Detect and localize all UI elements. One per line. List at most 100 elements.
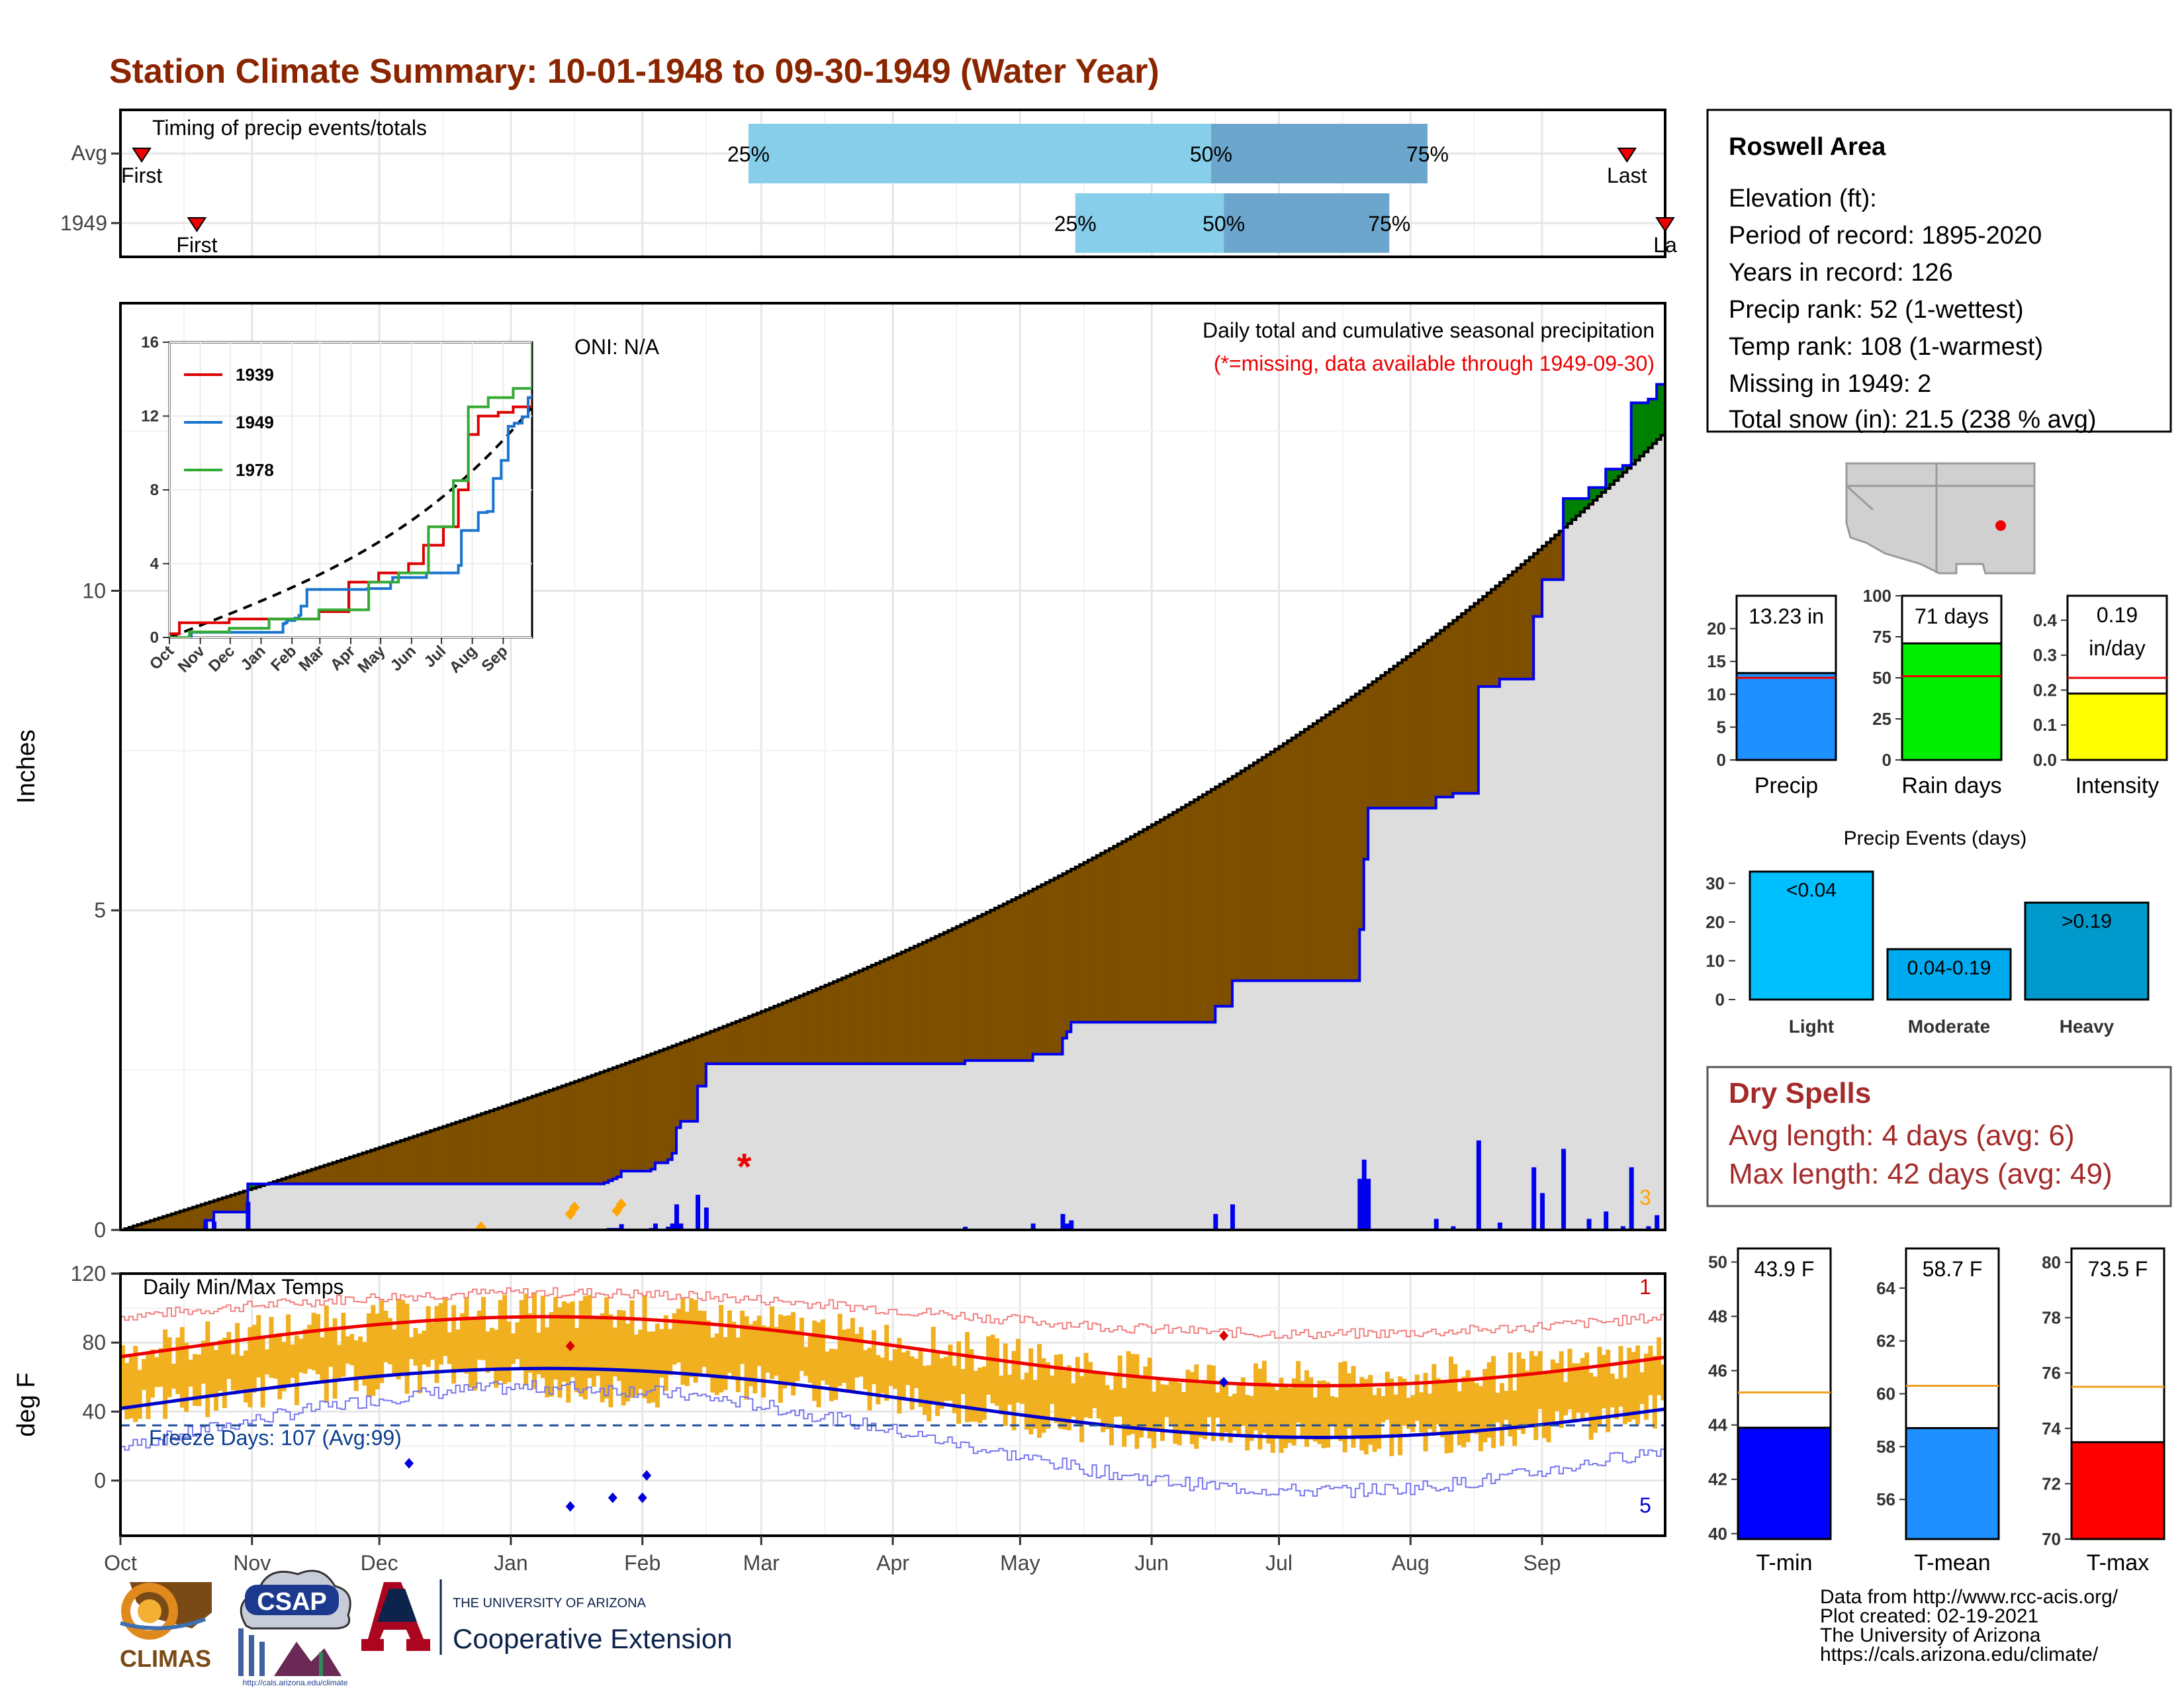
events-bar-heavy <box>2024 902 2150 1001</box>
precip-deficit-slice <box>222 1197 227 1212</box>
precip-deficit-slice <box>582 1078 588 1184</box>
daily-temp-bar <box>341 1313 346 1377</box>
daily-temp-bar <box>1291 1378 1297 1446</box>
daily-temp-bar <box>1020 1379 1025 1404</box>
precip-deficit-slice <box>1317 720 1322 981</box>
precip-deficit-slice <box>489 1110 494 1184</box>
daily-precip-bar <box>1069 1220 1074 1230</box>
daily-temp-bar <box>158 1348 163 1387</box>
daily-temp-bar <box>214 1350 219 1411</box>
precip-surplus-slice <box>1652 399 1657 444</box>
precip-deficit-slice <box>443 1126 448 1184</box>
record-low-marker <box>404 1458 414 1469</box>
precip-deficit-slice <box>1448 624 1453 798</box>
daily-temp-bar <box>621 1310 626 1406</box>
precip-deficit-slice <box>438 1127 443 1184</box>
precip-deficit-slice <box>1291 737 1297 981</box>
daily-temp-bar <box>209 1343 214 1397</box>
precip-deficit-slice <box>485 1112 490 1184</box>
precip-deficit-slice <box>1444 627 1449 798</box>
daily-temp-bar <box>1592 1376 1598 1433</box>
precip-deficit-slice <box>939 934 944 1064</box>
footer-url: https://cals.arizona.edu/climate/ <box>1820 1644 2099 1665</box>
daily-temp-bar <box>1007 1374 1013 1405</box>
daily-temp-bar <box>404 1303 410 1394</box>
daily-temp-bar <box>1423 1372 1428 1452</box>
precip-deficit-slice <box>876 963 881 1064</box>
precip-deficit-slice <box>459 1121 465 1184</box>
daily-temp-bar <box>184 1342 189 1412</box>
precip-surplus-slice <box>248 1184 253 1190</box>
daily-temp-bar <box>990 1335 995 1403</box>
daily-precip-bar <box>1451 1226 1456 1230</box>
daily-temp-bar <box>494 1329 499 1388</box>
avg-low-line <box>120 1366 1665 1440</box>
precip-deficit-slice <box>328 1164 334 1184</box>
daily-temp-bar <box>1606 1349 1611 1432</box>
daily-temp-bar <box>1003 1343 1008 1427</box>
precip-deficit-slice <box>1257 760 1263 981</box>
daily-temp-bar <box>1024 1372 1029 1430</box>
summary-tick-label: 15 <box>1707 651 1726 671</box>
daily-temp-bar <box>1389 1378 1394 1456</box>
precip-deficit-slice <box>137 1224 142 1230</box>
precip-deficit-slice <box>986 912 991 1061</box>
precip-deficit-slice <box>1474 603 1479 794</box>
temp-summary-tick-label: 56 <box>1876 1489 1895 1509</box>
daily-temp-bar <box>256 1315 261 1378</box>
daily-temp-bar <box>1537 1351 1543 1409</box>
daily-temp-bar <box>163 1329 168 1419</box>
precip-panel: * 0 5 10 Inches ONI: N/A Daily total and c… <box>13 302 1666 1242</box>
precip-surplus-slice <box>1597 487 1602 496</box>
daily-temp-bar <box>1321 1380 1326 1448</box>
precip-deficit-slice <box>965 922 970 1061</box>
daily-temp-bar <box>124 1362 130 1420</box>
daily-temp-bar <box>269 1317 274 1378</box>
summary-tick-label: 50 <box>1872 668 1891 688</box>
dry-spells-box: Dry Spells Avg length: 4 days (avg: 6) M… <box>1706 1066 2172 1207</box>
precip-ytick-label: 0 <box>94 1218 106 1242</box>
summary-tick-label: 100 <box>1863 586 1891 606</box>
location-map <box>1844 461 2036 577</box>
inset-ytick-label: 12 <box>141 408 159 426</box>
temp-ytick-label: 0 <box>94 1469 106 1493</box>
precip-deficit-slice <box>948 930 953 1064</box>
temp-summary-tick-label: 70 <box>2042 1529 2061 1549</box>
precip-deficit-slice <box>1461 613 1467 794</box>
precip-ylabel: Inches <box>13 729 40 804</box>
daily-temp-bar <box>1317 1380 1322 1444</box>
daily-precip-bar <box>1366 1178 1371 1230</box>
precip-deficit-slice <box>1232 776 1237 981</box>
precip-deficit-slice <box>175 1212 181 1230</box>
daily-temp-bar <box>1465 1370 1471 1442</box>
daily-temp-bar <box>502 1295 508 1385</box>
precip-deficit-slice <box>1062 873 1068 1039</box>
precip-deficit-slice <box>858 970 864 1064</box>
daily-temp-bar <box>1041 1358 1046 1433</box>
precip-deficit-slice <box>230 1195 236 1212</box>
daily-temp-bar <box>1512 1390 1518 1446</box>
daily-temp-bar <box>638 1329 643 1389</box>
precip-deficit-slice <box>600 1072 605 1184</box>
daily-temp-bar <box>337 1344 342 1380</box>
daily-temp-bar <box>901 1352 906 1398</box>
precip-deficit-slice <box>659 1051 664 1163</box>
precip-deficit-slice <box>146 1221 151 1230</box>
daily-temp-bar <box>1045 1362 1050 1429</box>
temp-summary-tick-label: 48 <box>1708 1307 1727 1327</box>
daily-temp-bar <box>1308 1377 1314 1440</box>
precip-deficit-slice <box>468 1117 473 1184</box>
precip-surplus-slice <box>1618 469 1623 477</box>
precip-surplus-slice <box>1661 384 1665 436</box>
daily-temp-bar <box>1614 1378 1619 1419</box>
daily-temp-bar <box>553 1297 559 1380</box>
precip-deficit-slice <box>922 942 927 1064</box>
timing-band-lower <box>1075 193 1224 253</box>
daily-temp-bar <box>1037 1344 1042 1438</box>
daily-temp-bar <box>1185 1370 1191 1434</box>
precip-deficit-slice <box>1300 732 1305 981</box>
daily-precip-bar <box>1655 1215 1660 1230</box>
precip-deficit-slice <box>994 908 999 1061</box>
daily-temp-bar <box>663 1315 668 1391</box>
daily-temp-bar <box>1266 1382 1271 1444</box>
